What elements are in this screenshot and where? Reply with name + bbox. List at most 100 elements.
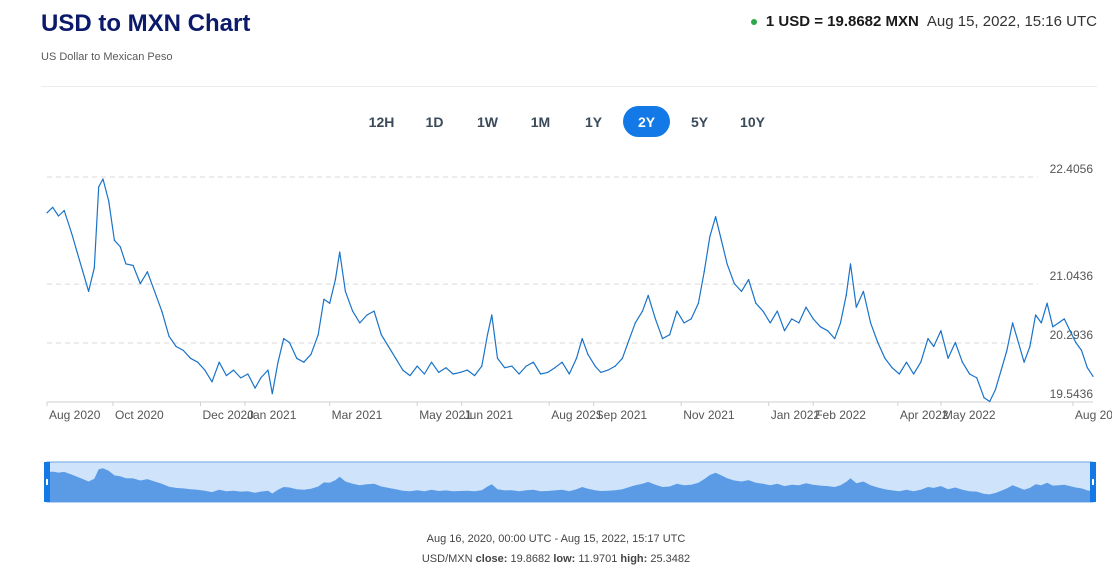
- data-point: [438, 371, 440, 374]
- data-point: [310, 353, 312, 355]
- price-line-usd-mxn: [46, 178, 1094, 403]
- data-point: [1040, 322, 1042, 324]
- data-point: [334, 279, 337, 281]
- data-point: [641, 310, 644, 312]
- handle-grip-icon: [46, 479, 48, 485]
- data-point: [46, 212, 48, 214]
- data-point: [1075, 341, 1077, 344]
- data-point: [715, 216, 717, 218]
- data-point: [277, 361, 279, 363]
- range-navigator[interactable]: [0, 458, 1112, 508]
- data-point: [232, 369, 235, 371]
- data-point: [709, 235, 711, 238]
- rate-value: 1 USD = 19.8682 MXN: [765, 13, 919, 30]
- data-point: [283, 338, 285, 340]
- data-point: [947, 357, 949, 359]
- footer-pair: USD/MXN: [421, 553, 473, 565]
- data-point: [755, 302, 757, 304]
- data-point: [762, 310, 764, 312]
- navigator-area: [47, 468, 1093, 502]
- data-point: [132, 264, 134, 267]
- data-point: [726, 263, 728, 265]
- data-point: [748, 279, 750, 281]
- data-point: [587, 353, 589, 355]
- data-point: [260, 377, 262, 379]
- data-point: [891, 367, 893, 369]
- data-point: [1029, 345, 1031, 348]
- footer-stats: USD/MXN close: 19.8682 low: 11.9701 high…: [0, 549, 1112, 569]
- range-button-1y[interactable]: 1Y: [570, 106, 617, 137]
- data-point: [1086, 367, 1088, 369]
- y-tick-label: 21.0436: [1050, 269, 1094, 283]
- range-button-5y[interactable]: 5Y: [676, 106, 723, 137]
- range-button-1m[interactable]: 1M: [517, 106, 564, 137]
- data-point: [76, 251, 78, 253]
- data-point: [182, 349, 184, 351]
- data-point: [933, 345, 935, 348]
- data-point: [628, 338, 631, 340]
- low-value: 11.9701: [578, 553, 618, 565]
- x-tick-label: May 2021: [419, 408, 472, 422]
- data-point: [862, 290, 865, 293]
- data-point: [983, 396, 985, 399]
- data-point: [697, 302, 700, 304]
- data-point: [113, 239, 116, 241]
- data-point: [884, 357, 886, 359]
- data-point: [532, 361, 535, 363]
- data-point: [98, 186, 100, 188]
- x-tick-label: Jan 2022: [771, 408, 821, 422]
- close-label: close:: [475, 553, 508, 565]
- data-point: [1069, 330, 1071, 332]
- data-point: [575, 357, 578, 359]
- data-point: [877, 341, 879, 344]
- data-point: [339, 251, 341, 253]
- range-button-1w[interactable]: 1W: [464, 106, 511, 137]
- range-button-10y[interactable]: 10Y: [729, 106, 776, 137]
- data-point: [614, 365, 616, 367]
- data-point: [1052, 326, 1054, 328]
- range-button-12h[interactable]: 12H: [358, 106, 405, 137]
- x-tick-label: Aug 2020: [49, 408, 101, 422]
- data-point: [52, 206, 54, 208]
- price-chart[interactable]: 22.4056 21.0436 20.2936 19.5436 Aug 2020 Oct …: [0, 150, 1112, 430]
- data-point: [976, 377, 978, 379]
- data-point: [452, 373, 454, 375]
- data-point: [57, 215, 60, 217]
- data-point: [108, 200, 110, 202]
- data-point: [634, 322, 636, 324]
- data-point: [146, 271, 149, 273]
- data-point: [525, 365, 527, 367]
- x-tick-label: May 2022: [943, 408, 996, 422]
- data-point: [504, 367, 506, 369]
- data-point: [669, 334, 671, 336]
- data-point: [102, 178, 104, 180]
- data-point: [561, 361, 563, 363]
- x-tick-label: Dec 2020: [203, 408, 255, 422]
- data-point: [1063, 318, 1065, 320]
- data-point: [329, 302, 331, 304]
- data-point: [63, 209, 65, 212]
- data-point: [359, 322, 361, 324]
- high-value: 25.3482: [650, 553, 691, 565]
- data-point: [1035, 314, 1037, 316]
- data-point: [1057, 322, 1060, 324]
- range-button-2y[interactable]: 2Y: [623, 106, 670, 137]
- live-status-dot: [750, 18, 757, 25]
- data-point: [218, 361, 220, 363]
- data-point: [317, 334, 319, 336]
- data-point: [481, 365, 483, 367]
- data-point: [594, 365, 596, 367]
- data-point: [518, 373, 520, 375]
- data-point: [1017, 341, 1019, 344]
- data-point: [869, 322, 872, 324]
- data-point: [175, 345, 177, 348]
- data-point: [805, 306, 807, 308]
- data-point: [168, 335, 170, 337]
- data-point: [366, 314, 368, 316]
- data-point: [1000, 369, 1002, 371]
- data-point: [607, 369, 609, 371]
- range-button-1d[interactable]: 1D: [411, 106, 458, 137]
- data-point: [989, 400, 991, 403]
- data-point: [720, 239, 722, 241]
- data-point: [791, 318, 793, 320]
